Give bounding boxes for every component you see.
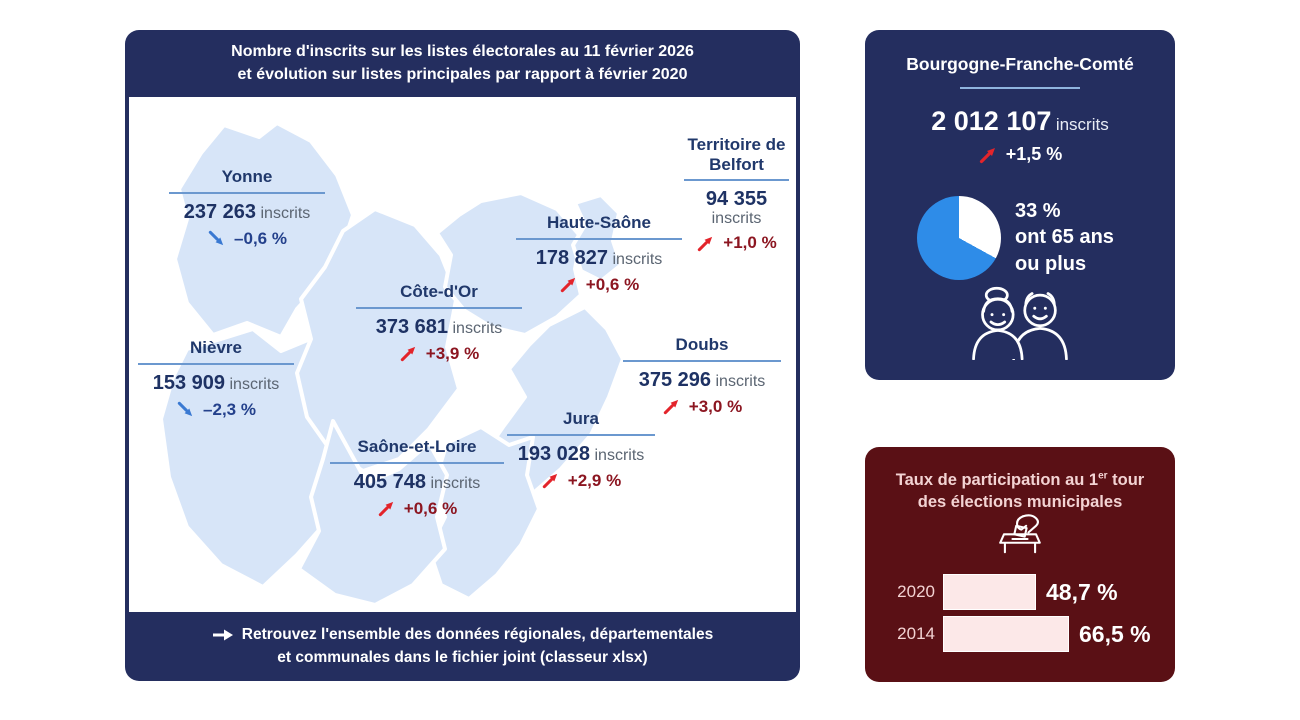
trend-up-icon [698, 236, 713, 251]
age-pie-chart [917, 196, 1001, 280]
divider [960, 87, 1080, 89]
inscrits-unit: inscrits [612, 250, 663, 268]
trend-up-icon [663, 399, 678, 415]
department-name: Doubs [675, 335, 729, 354]
evolution-percent: +2,9 % [567, 470, 622, 490]
participation-title-part2: tour [1107, 471, 1145, 489]
ballot-box-icon [865, 513, 1175, 565]
divider [329, 461, 505, 464]
inscrits-unit: inscrits [452, 319, 503, 337]
inscrits-count: 178 827 [535, 246, 609, 269]
department-shape-yonne [173, 121, 355, 339]
map-body: Yonne 237 263 inscrits –0,6 % Nièvre 153… [129, 97, 796, 612]
inscrits-unit: inscrits [594, 446, 645, 464]
divider [356, 306, 522, 309]
inscrits-count: 237 263 [183, 200, 257, 223]
evolution-percent: +0,6 % [585, 274, 640, 294]
department-shape-haute-saone [435, 191, 583, 337]
region-evolution-percent: +1,5 % [1005, 144, 1063, 164]
department-label-jura: Jura 193 028 inscrits +2,9 % [501, 409, 661, 491]
department-name: Yonne [221, 167, 273, 186]
department-name: Nièvre [190, 338, 242, 357]
inscrits-unit: inscrits [715, 372, 766, 390]
inscrits-unit: inscrits [229, 375, 280, 393]
divider [507, 433, 655, 436]
inscrits-count: 94 355 [705, 188, 768, 211]
region-title: Bourgogne-Franche-Comté [906, 54, 1134, 74]
divider [137, 362, 295, 365]
evolution-percent: +1,0 % [723, 233, 777, 253]
department-name: Jura [563, 409, 599, 428]
department-name: Côte-d'Or [400, 282, 478, 301]
bar-year-label: 2020 [897, 582, 935, 601]
map-card-title-line1: Nombre d'inscrits sur les listes élector… [231, 43, 694, 61]
department-label-saone-et-loire: Saône-et-Loire 405 748 inscrits +0,6 % [322, 437, 512, 519]
participation-title-part1: Taux de participation au 1 [895, 471, 1099, 489]
participation-bar-row-2014: 2014 66,5 % [889, 615, 1151, 653]
bar-year-label: 2014 [897, 624, 935, 643]
inscrits-count: 375 296 [638, 368, 712, 391]
region-summary-card: Bourgogne-Franche-Comté 2 012 107 inscri… [865, 30, 1175, 380]
evolution-percent: –2,3 % [203, 399, 256, 419]
department-label-cote-dor: Côte-d'Or 373 681 inscrits +3,9 % [349, 282, 529, 364]
evolution-percent: +0,6 % [403, 498, 458, 518]
age-caption: 33 % ont 65 ans ou plus [1015, 198, 1114, 277]
trend-up-icon [979, 147, 995, 163]
trend-down-icon [208, 230, 224, 246]
evolution-percent: +3,9 % [425, 343, 480, 363]
trend-up-icon [560, 277, 575, 293]
inscrits-unit: inscrits [711, 210, 762, 228]
participation-title-sup: er [1098, 470, 1108, 482]
evolution-percent: +3,0 % [688, 396, 743, 416]
participation-title-line2: des élections municipales [917, 493, 1123, 512]
age-caption-line2: ont 65 ans [1015, 226, 1114, 249]
department-shape-saone-et-loire [297, 419, 449, 607]
region-map [159, 121, 625, 607]
participation-bar-row-2020: 2020 48,7 % [889, 573, 1118, 611]
department-label-territoire-de-belfort: Territoire de Belfort 94 355 inscrits +1,… [679, 135, 794, 253]
age-percent: 33 % [1015, 200, 1061, 222]
inscrits-unit: inscrits [1055, 115, 1109, 134]
department-name: Territoire de Belfort [687, 135, 786, 174]
divider [622, 359, 782, 362]
department-name: Saône-et-Loire [357, 437, 477, 456]
trend-up-icon [400, 346, 415, 362]
footer-text-line1: Retrouvez l'ensemble des données régiona… [241, 626, 714, 644]
participation-title: Taux de participation au 1er tour des él… [865, 469, 1175, 514]
evolution-percent: –0,6 % [234, 228, 287, 248]
bar-value-label: 48,7 % [1046, 578, 1118, 605]
inscrits-count: 373 681 [375, 315, 449, 338]
department-name: Haute-Saône [547, 213, 651, 232]
map-card: Nombre d'inscrits sur les listes élector… [125, 30, 800, 681]
bar-value-label: 66,5 % [1079, 620, 1151, 647]
map-card-title-line2: et évolution sur listes principales par … [237, 65, 688, 83]
participation-bar-2014 [943, 616, 1069, 652]
trend-up-icon [378, 501, 393, 517]
right-arrow-icon [212, 629, 233, 641]
department-shape-jura [427, 425, 541, 601]
department-label-yonne: Yonne 237 263 inscrits –0,6 % [162, 167, 332, 249]
inscrits-unit: inscrits [260, 204, 311, 222]
department-label-nievre: Nièvre 153 909 inscrits –2,3 % [131, 338, 301, 420]
divider [168, 191, 326, 194]
divider [683, 179, 790, 182]
footer-text-line2: et communales dans le fichier joint (cla… [277, 648, 648, 666]
region-inscrits-count: 2 012 107 [931, 106, 1052, 136]
department-label-doubs: Doubs 375 296 inscrits +3,0 % [616, 335, 788, 417]
elderly-couple-icon [865, 284, 1175, 360]
trend-down-icon [177, 401, 193, 417]
inscrits-unit: inscrits [430, 474, 481, 492]
participation-card: Taux de participation au 1er tour des él… [865, 447, 1175, 682]
divider [516, 237, 682, 240]
map-card-title: Nombre d'inscrits sur les listes élector… [125, 30, 800, 97]
department-label-haute-saone: Haute-Saône 178 827 inscrits +0,6 % [509, 213, 689, 295]
inscrits-count: 193 028 [517, 442, 591, 465]
inscrits-count: 153 909 [152, 371, 226, 394]
participation-bar-2020 [943, 574, 1036, 610]
inscrits-count: 405 748 [353, 470, 427, 493]
map-card-footer: Retrouvez l'ensemble des données régiona… [125, 612, 800, 681]
trend-up-icon [542, 473, 557, 489]
age-caption-line3: ou plus [1015, 252, 1087, 275]
